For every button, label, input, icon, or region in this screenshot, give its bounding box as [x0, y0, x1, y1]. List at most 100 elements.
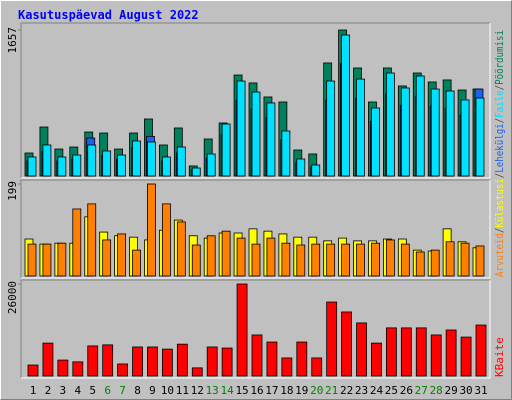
bar — [251, 91, 261, 177]
bar — [132, 140, 141, 177]
bar — [326, 80, 336, 177]
bar — [42, 243, 52, 277]
bar — [445, 90, 455, 177]
x-tick-label: 16 — [250, 384, 263, 397]
bar — [87, 203, 97, 277]
x-tick-label: 4 — [74, 384, 81, 397]
bar — [27, 243, 37, 277]
bar — [132, 346, 143, 377]
bar — [221, 347, 233, 377]
bar — [445, 241, 455, 277]
legend-entry: Külastusi — [493, 178, 506, 227]
x-tick-label: 11 — [176, 384, 189, 397]
bar — [385, 327, 397, 377]
bar — [281, 357, 293, 377]
bar — [161, 348, 173, 377]
panel-dark — [20, 22, 490, 178]
x-tick-label: 27 — [415, 384, 428, 397]
x-tick-label: 13 — [206, 384, 219, 397]
legend-separator: / — [493, 173, 506, 178]
bar — [371, 342, 382, 377]
bar — [296, 244, 306, 277]
x-tick-label: 6 — [104, 384, 111, 397]
bar — [57, 156, 67, 177]
x-tick-label: 29 — [445, 384, 458, 397]
x-tick-label: 21 — [325, 384, 338, 397]
chart-title: Kasutuspäevad August 2022 — [18, 8, 199, 22]
bar — [102, 344, 114, 377]
bar — [87, 345, 99, 377]
bar — [27, 364, 39, 377]
bar — [42, 342, 54, 377]
y-tick-label: 199 — [6, 181, 19, 201]
bar — [161, 156, 171, 177]
bar — [311, 357, 323, 377]
x-tick-label: 2 — [45, 384, 52, 397]
bar — [430, 334, 442, 377]
bar — [251, 334, 263, 377]
panel-light — [21, 180, 491, 279]
bar — [147, 183, 156, 277]
bar — [415, 251, 425, 277]
bar — [385, 72, 395, 177]
bar — [206, 346, 218, 377]
x-tick-label: 30 — [459, 384, 472, 397]
legend-entry: Lehekülgi — [493, 123, 506, 172]
bar — [57, 359, 69, 377]
legend-separator: / — [493, 85, 506, 90]
x-tick-label: 24 — [370, 384, 384, 397]
bar — [221, 230, 231, 277]
bar — [445, 329, 457, 377]
bar — [176, 343, 188, 377]
bar — [281, 242, 291, 277]
legend-separator: / — [493, 118, 506, 123]
bar — [191, 244, 201, 277]
bar — [161, 203, 171, 277]
bar — [176, 221, 186, 277]
bar — [266, 341, 278, 377]
bar — [72, 208, 82, 277]
legend-entry: Arvuteid — [493, 233, 506, 277]
bar — [385, 239, 395, 277]
bar — [57, 242, 67, 277]
bar — [326, 301, 338, 377]
bar — [341, 243, 351, 277]
bar — [191, 167, 201, 177]
legend-separator: / — [493, 228, 506, 233]
bar — [341, 311, 353, 377]
bar — [281, 130, 291, 177]
bar — [87, 144, 97, 177]
bar — [191, 367, 203, 377]
bar — [311, 243, 321, 277]
bar — [266, 237, 276, 277]
x-tick-label: 25 — [385, 384, 398, 397]
x-tick-label: 18 — [280, 384, 293, 397]
bar — [27, 156, 37, 177]
bar — [72, 361, 84, 377]
x-tick-label: 8 — [134, 384, 141, 397]
bar — [117, 233, 126, 277]
bar — [42, 144, 52, 177]
bar — [311, 164, 321, 177]
bar — [147, 141, 156, 177]
bar — [475, 97, 485, 177]
bar — [117, 154, 126, 177]
bar — [371, 107, 380, 177]
bar — [296, 341, 308, 377]
legend: KBaite — [493, 337, 506, 377]
bar — [460, 242, 470, 277]
bar — [356, 78, 365, 177]
x-tick-label: 14 — [221, 384, 235, 397]
bar — [132, 249, 141, 277]
x-tick-label: 9 — [149, 384, 156, 397]
bar — [356, 243, 365, 277]
x-tick-label: 15 — [235, 384, 248, 397]
bar — [415, 327, 427, 377]
bar — [236, 80, 246, 177]
bar — [102, 150, 112, 177]
x-tick-label: 23 — [355, 384, 368, 397]
bar — [400, 327, 412, 377]
bar — [341, 34, 351, 177]
